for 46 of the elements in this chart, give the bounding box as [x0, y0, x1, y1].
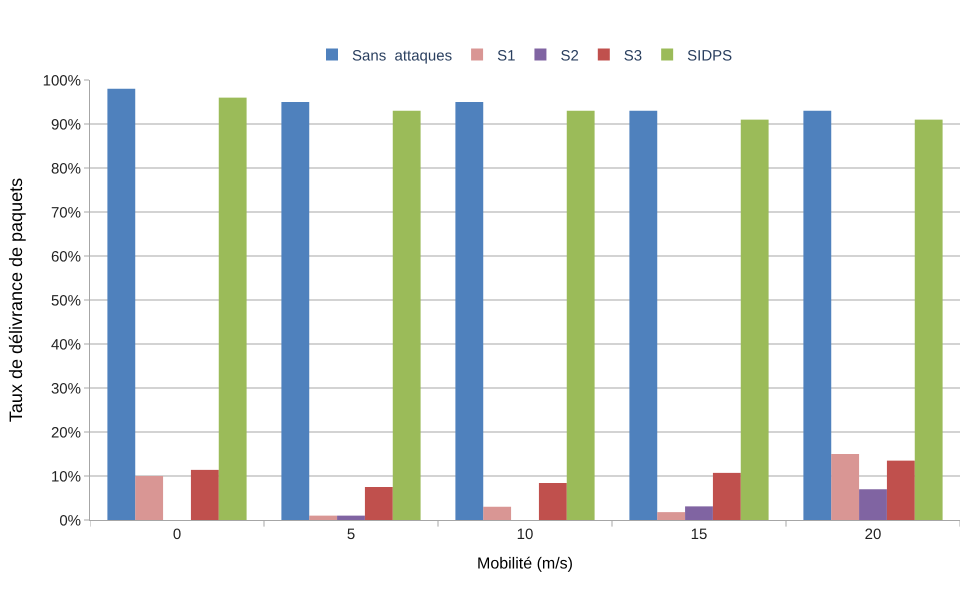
y-axis-title: Taux de délivrance de paquets [6, 178, 26, 422]
bar [135, 476, 164, 520]
bar [364, 487, 393, 520]
bar [190, 470, 219, 520]
x-tick-label: 15 [690, 526, 708, 543]
bar [538, 483, 567, 520]
x-axis-title: Mobilité (m/s) [476, 556, 574, 573]
bar [483, 506, 512, 520]
y-tick-label: 100% [42, 72, 81, 90]
y-tick-label: 90% [50, 116, 81, 134]
bar [629, 110, 658, 520]
x-tick-label: 0 [172, 526, 182, 543]
bar [281, 102, 310, 520]
x-tick-label: 20 [864, 526, 882, 543]
x-tick-label: 5 [346, 526, 356, 543]
bar [392, 110, 421, 520]
bar [886, 460, 915, 520]
bar [566, 110, 595, 520]
y-tick-label: 20% [50, 424, 81, 442]
bar [685, 506, 713, 520]
y-tick-label: 70% [50, 204, 81, 222]
legend-label: S3 [624, 47, 642, 64]
legend-label: Sans attaques [352, 47, 452, 64]
bar [859, 489, 887, 520]
y-tick-label: 80% [50, 160, 81, 178]
y-tick-label: 40% [50, 336, 81, 354]
legend-label: S1 [497, 47, 516, 64]
y-tick-label: 50% [50, 292, 81, 310]
bar [337, 516, 365, 520]
legend-label: S2 [560, 47, 579, 64]
bar [712, 472, 741, 520]
y-tick-label: 60% [50, 248, 81, 266]
bar [740, 120, 769, 520]
bar [309, 516, 338, 520]
bar [914, 120, 943, 520]
y-tick-label: 30% [50, 380, 81, 398]
bar [657, 512, 686, 520]
y-tick-label: 10% [50, 468, 81, 486]
x-tick-label: 10 [516, 526, 534, 543]
bar [455, 102, 484, 520]
bar [107, 88, 136, 520]
bar [218, 98, 247, 520]
bar [803, 110, 832, 520]
y-tick-label: 0% [59, 512, 81, 530]
bar [831, 454, 860, 520]
legend-label: SIDPS [687, 47, 732, 64]
